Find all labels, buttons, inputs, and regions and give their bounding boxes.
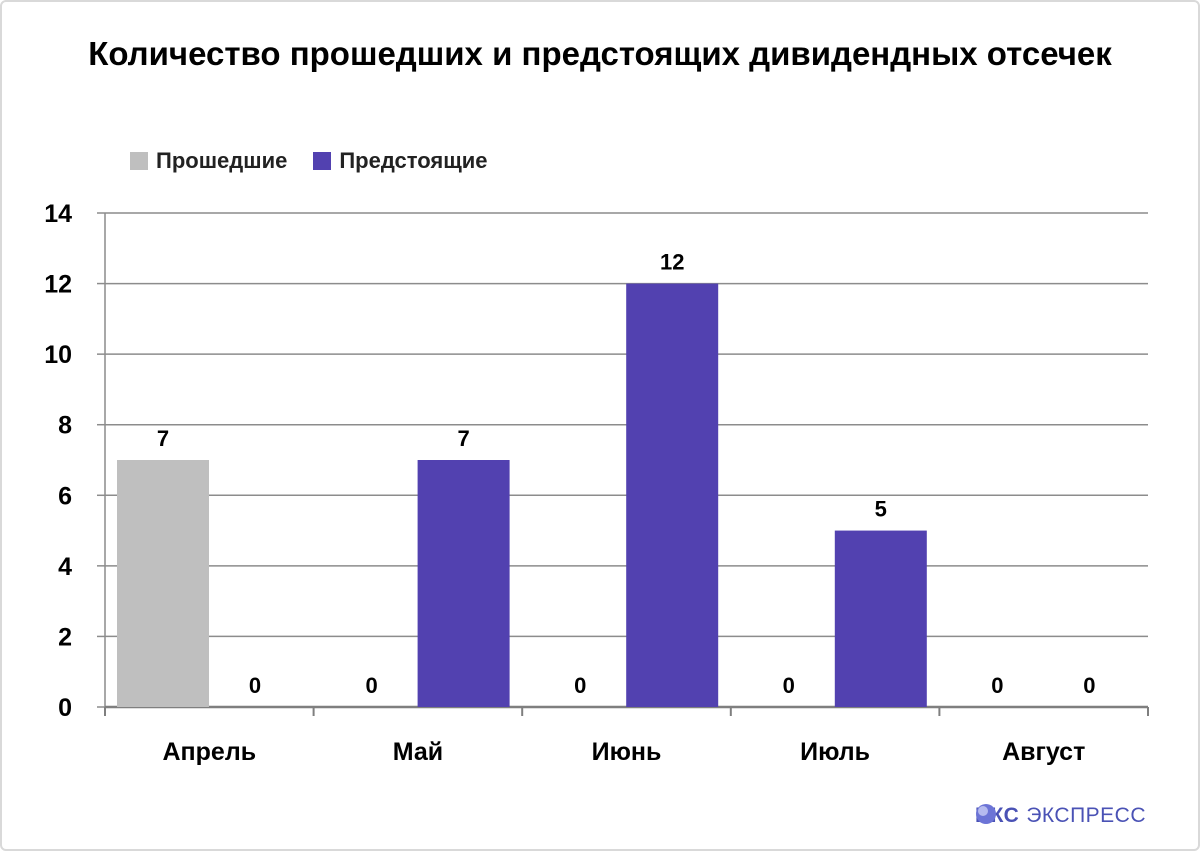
logo-mark-icon — [976, 804, 996, 824]
x-category-label: Июль — [800, 738, 870, 766]
data-label: 0 — [365, 673, 377, 698]
bar-upcoming — [834, 530, 927, 707]
data-label: 0 — [249, 673, 261, 698]
legend-item-upcoming: Предстоящие — [313, 148, 488, 174]
legend-label-past: Прошедшие — [156, 148, 288, 173]
bar-past — [117, 460, 209, 707]
y-tick-label: 0 — [58, 694, 72, 722]
x-category-label: Апрель — [163, 738, 257, 766]
bar-upcoming — [417, 460, 510, 707]
data-label: 5 — [875, 497, 887, 522]
y-tick-label: 12 — [44, 271, 72, 299]
data-label: 7 — [457, 426, 469, 451]
bks-express-logo: БКС ЭКСПРЕСС — [975, 803, 1146, 829]
chart-legend: Прошедшие Предстоящие — [130, 146, 514, 176]
y-tick-label: 2 — [58, 623, 72, 651]
y-tick-label: 6 — [58, 482, 72, 510]
data-label: 12 — [660, 250, 684, 275]
legend-item-past: Прошедшие — [130, 148, 287, 174]
data-label: 0 — [1083, 673, 1095, 698]
y-tick-label: 4 — [58, 553, 72, 581]
logo-text: ЭКСПРЕСС — [1026, 804, 1147, 827]
x-category-label: Август — [1002, 738, 1085, 766]
data-label: 0 — [574, 673, 586, 698]
y-tick-label: 10 — [44, 341, 72, 369]
y-tick-label: 8 — [58, 412, 72, 440]
y-tick-label: 14 — [44, 200, 72, 228]
x-category-label: Июнь — [592, 738, 662, 766]
legend-swatch-past — [130, 152, 148, 170]
legend-label-upcoming: Предстоящие — [339, 148, 488, 173]
data-label: 0 — [991, 673, 1003, 698]
chart-title: Количество прошедших и предстоящих дивид… — [88, 35, 1112, 72]
bar-upcoming — [626, 283, 719, 707]
x-category-label: Май — [393, 738, 443, 766]
legend-swatch-upcoming — [313, 152, 332, 170]
data-label: 7 — [157, 426, 169, 451]
data-label: 0 — [783, 673, 795, 698]
